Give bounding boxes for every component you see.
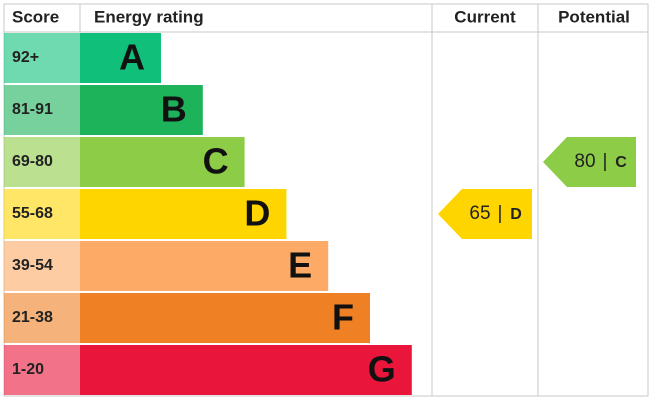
rating-bar	[80, 345, 412, 395]
score-label: 55-68	[12, 205, 53, 222]
score-cell	[4, 293, 80, 343]
header-score: Score	[12, 7, 59, 26]
rating-letter-small: C	[615, 154, 627, 171]
score-cell	[4, 345, 80, 395]
rating-arrow	[543, 137, 636, 187]
rating-bar	[80, 241, 329, 291]
rating-letter-small: D	[510, 206, 522, 223]
score-cell	[4, 241, 80, 291]
score-label: 21-38	[12, 309, 53, 326]
rating-letter: F	[332, 297, 354, 338]
rating-letter: C	[203, 141, 229, 182]
score-cell	[4, 33, 80, 83]
rating-value: 80	[574, 151, 595, 172]
header-potential: Potential	[558, 7, 630, 26]
score-label: 1-20	[12, 361, 44, 378]
rating-bar	[80, 33, 161, 83]
rating-bar	[80, 137, 245, 187]
rating-separator: |	[498, 203, 503, 224]
rating-letter: D	[244, 193, 270, 234]
rating-letter: A	[119, 37, 145, 78]
rating-arrow	[438, 189, 532, 239]
score-label: 39-54	[12, 257, 53, 274]
rating-letter: B	[161, 89, 187, 130]
rating-bar	[80, 85, 203, 135]
score-cell	[4, 137, 80, 187]
rating-letter: E	[288, 245, 312, 286]
score-label: 92+	[12, 49, 39, 66]
rating-value: 65	[469, 203, 490, 224]
rating-bar	[80, 189, 287, 239]
score-label: 81-91	[12, 101, 53, 118]
rating-letter: G	[368, 349, 396, 390]
score-cell	[4, 189, 80, 239]
rating-bar	[80, 293, 370, 343]
score-cell	[4, 85, 80, 135]
header-current: Current	[454, 7, 516, 26]
rating-separator: |	[603, 151, 608, 172]
header-rating: Energy rating	[94, 7, 204, 26]
score-label: 69-80	[12, 153, 53, 170]
